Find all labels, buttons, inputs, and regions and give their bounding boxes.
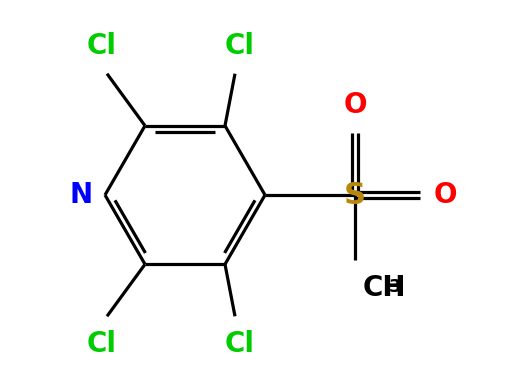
Text: O: O bbox=[434, 181, 458, 209]
Text: Cl: Cl bbox=[87, 32, 117, 60]
Text: O: O bbox=[343, 91, 367, 119]
Text: Cl: Cl bbox=[225, 32, 255, 60]
Text: N: N bbox=[70, 181, 93, 209]
Text: Cl: Cl bbox=[225, 330, 255, 358]
Text: CH: CH bbox=[363, 274, 407, 302]
Text: S: S bbox=[344, 180, 366, 210]
Text: Cl: Cl bbox=[87, 330, 117, 358]
Text: 3: 3 bbox=[389, 278, 401, 296]
